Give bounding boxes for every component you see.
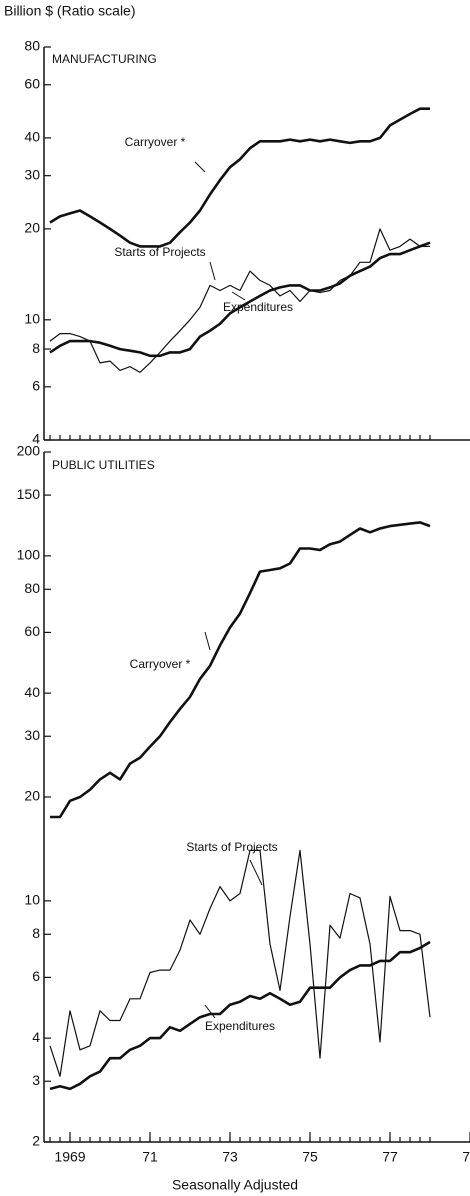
y-tick-label: 2 xyxy=(32,1133,40,1149)
y-tick-label: 30 xyxy=(24,727,40,743)
panel-title: PUBLIC UTILITIES xyxy=(52,458,155,472)
x-tick-label: 79 xyxy=(462,1149,470,1165)
series-line xyxy=(49,228,430,373)
series-label: Starts of Projects xyxy=(114,245,205,259)
y-tick-label: 4 xyxy=(32,431,40,447)
leader-line xyxy=(194,161,206,173)
y-tick-label: 20 xyxy=(24,220,40,236)
y-tick-label: 80 xyxy=(24,580,40,596)
leader-line xyxy=(249,859,263,886)
y-tick-label: 10 xyxy=(24,310,40,326)
y-tick-label: 80 xyxy=(24,38,40,54)
y-tick-label: 100 xyxy=(17,547,41,563)
x-tick-label: 71 xyxy=(142,1149,158,1165)
series-line xyxy=(50,521,431,819)
x-tick-label: 73 xyxy=(222,1149,238,1165)
y-tick-label: 8 xyxy=(32,340,40,356)
y-tick-label: 8 xyxy=(32,925,40,941)
x-tick-label: 77 xyxy=(382,1149,398,1165)
x-axis-label: Seasonally Adjusted xyxy=(172,1177,298,1193)
x-tick-label: 1969 xyxy=(54,1149,85,1165)
y-tick-label: 60 xyxy=(24,75,40,91)
y-tick-label: 150 xyxy=(17,486,41,502)
y-axis-label: Billion $ (Ratio scale) xyxy=(4,3,136,19)
leader-line xyxy=(204,631,211,651)
y-tick-label: 60 xyxy=(24,623,40,639)
y-tick-label: 40 xyxy=(24,129,40,145)
series-label: Expenditures xyxy=(223,300,293,314)
series-label: Expenditures xyxy=(205,1019,275,1033)
series-line xyxy=(49,241,431,358)
series-line xyxy=(49,107,430,248)
y-tick-label: 40 xyxy=(24,684,40,700)
y-tick-label: 30 xyxy=(24,166,40,182)
series-label: Carryover * xyxy=(125,135,186,149)
x-tick-label: 75 xyxy=(302,1149,318,1165)
y-tick-label: 4 xyxy=(32,1029,40,1045)
series-line xyxy=(49,849,431,1077)
y-tick-label: 200 xyxy=(17,443,41,459)
leader-line xyxy=(231,291,246,301)
series-line xyxy=(49,940,431,1091)
series-label: Carryover * xyxy=(130,657,191,671)
y-tick-label: 10 xyxy=(24,892,40,908)
series-label: Starts of Projects xyxy=(186,840,277,854)
panel-title: MANUFACTURING xyxy=(52,52,157,66)
y-tick-label: 6 xyxy=(32,968,40,984)
leader-line xyxy=(209,261,216,281)
leader-line xyxy=(204,1004,216,1019)
y-tick-label: 3 xyxy=(32,1072,40,1088)
y-tick-label: 6 xyxy=(32,378,40,394)
y-tick-label: 20 xyxy=(24,788,40,804)
